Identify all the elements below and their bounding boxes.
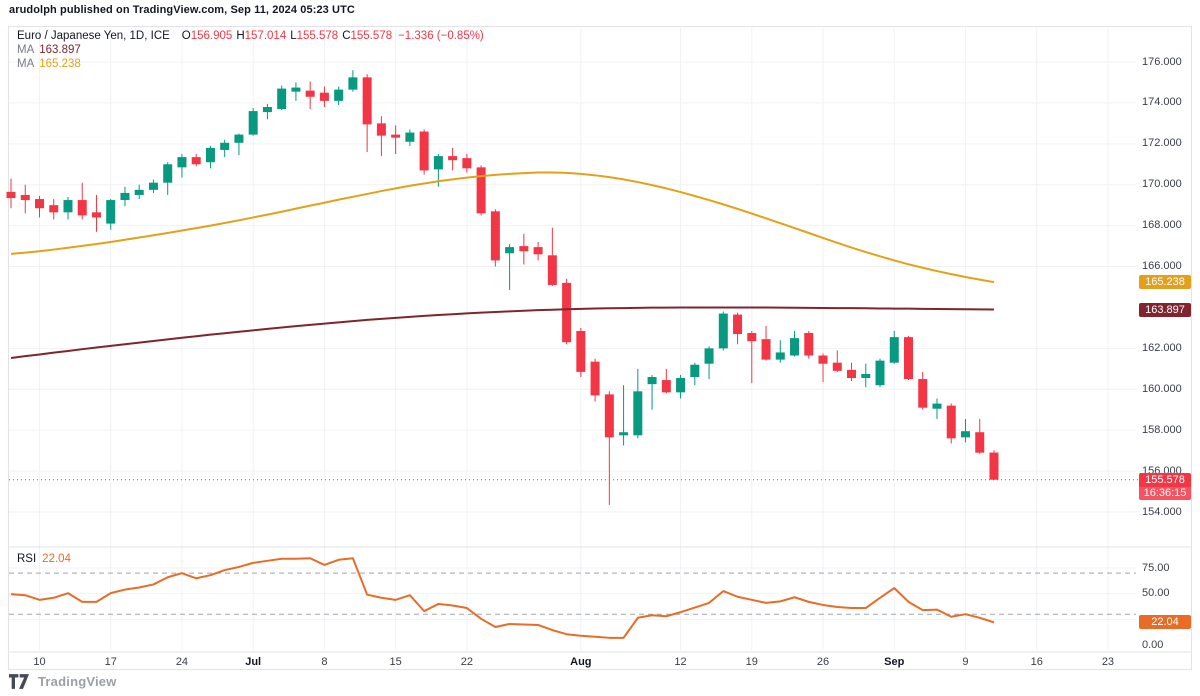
time-tick-label: 8 bbox=[321, 656, 328, 668]
price-tick-label: 166.000 bbox=[1142, 260, 1182, 273]
ma2-label: MA bbox=[17, 58, 35, 70]
time-tick-label: 16 bbox=[1030, 656, 1043, 668]
time-tick-label: 15 bbox=[389, 656, 402, 668]
ma2-value: 165.238 bbox=[39, 58, 81, 70]
symbol-title: Euro / Japanese Yen, 1D, ICE bbox=[17, 30, 170, 42]
time-tick-label: 23 bbox=[1101, 656, 1115, 668]
legend-ma2-row[interactable]: MA 165.238 bbox=[17, 57, 484, 71]
open-label: O bbox=[181, 30, 191, 42]
time-tick-label: Sep bbox=[884, 656, 905, 668]
price-tick-label: 174.000 bbox=[1142, 96, 1182, 109]
ma1-value: 163.897 bbox=[39, 44, 81, 56]
legend-symbol-row[interactable]: Euro / Japanese Yen, 1D, ICE O156.905 H157… bbox=[17, 29, 484, 43]
price-tick-label: 158.000 bbox=[1142, 423, 1182, 436]
last-price-badge: 155.578 bbox=[1139, 472, 1191, 487]
price-tick-label: 160.000 bbox=[1142, 382, 1182, 395]
time-tick-label: 10 bbox=[33, 656, 46, 668]
bar-countdown-badge: 16:36:15 bbox=[1139, 486, 1191, 500]
price-tick-label: 162.000 bbox=[1142, 341, 1182, 354]
tradingview-logo[interactable]: TradingView bbox=[9, 674, 117, 689]
ma1-price-badge: 163.897 bbox=[1139, 302, 1191, 317]
ma1-label: MA bbox=[17, 44, 35, 56]
ma2-price-badge: 165.238 bbox=[1139, 275, 1191, 290]
high-value: 157.014 bbox=[244, 30, 287, 42]
high-label: H bbox=[236, 30, 245, 42]
rsi-tick-label: 50.00 bbox=[1142, 587, 1170, 600]
price-tick-label: 154.000 bbox=[1142, 505, 1182, 518]
chart-frame bbox=[8, 26, 1192, 670]
time-tick-label: 12 bbox=[674, 656, 687, 668]
time-tick-label: 24 bbox=[175, 656, 189, 668]
published-attribution: arudolph published on TradingView.com, S… bbox=[9, 4, 355, 16]
time-tick-label: 26 bbox=[816, 656, 830, 668]
close-value: 155.578 bbox=[350, 30, 393, 42]
time-tick-label: Jul bbox=[245, 656, 262, 668]
tradingview-logo-icon bbox=[9, 674, 29, 689]
legend[interactable]: Euro / Japanese Yen, 1D, ICE O156.905 H157… bbox=[17, 29, 484, 71]
time-tick-label: 9 bbox=[962, 656, 969, 668]
low-label: L bbox=[290, 30, 297, 42]
price-tick-label: 172.000 bbox=[1142, 137, 1182, 150]
close-label: C bbox=[342, 30, 351, 42]
rsi-tick-label: 0.00 bbox=[1142, 638, 1164, 651]
low-value: 155.578 bbox=[296, 30, 339, 42]
time-tick-label: 19 bbox=[745, 656, 758, 668]
rsi-value-badge: 22.04 bbox=[1139, 615, 1191, 630]
rsi-value: 22.04 bbox=[42, 553, 71, 565]
open-value: 156.905 bbox=[190, 30, 233, 42]
price-tick-label: 168.000 bbox=[1142, 219, 1182, 232]
tradingview-logo-text: TradingView bbox=[38, 674, 117, 689]
rsi-tick-label: 75.00 bbox=[1142, 561, 1170, 574]
time-tick-label: 22 bbox=[460, 656, 473, 668]
time-tick-label: Aug bbox=[570, 656, 592, 668]
price-tick-label: 176.000 bbox=[1142, 55, 1182, 68]
legend-ma1-row[interactable]: MA 163.897 bbox=[17, 43, 484, 57]
rsi-legend[interactable]: RSI 22.04 bbox=[17, 553, 71, 565]
change-value: −1.336 (−0.85%) bbox=[398, 30, 484, 42]
time-tick-label: 17 bbox=[104, 656, 117, 668]
rsi-label: RSI bbox=[17, 553, 37, 565]
price-tick-label: 170.000 bbox=[1142, 178, 1182, 191]
